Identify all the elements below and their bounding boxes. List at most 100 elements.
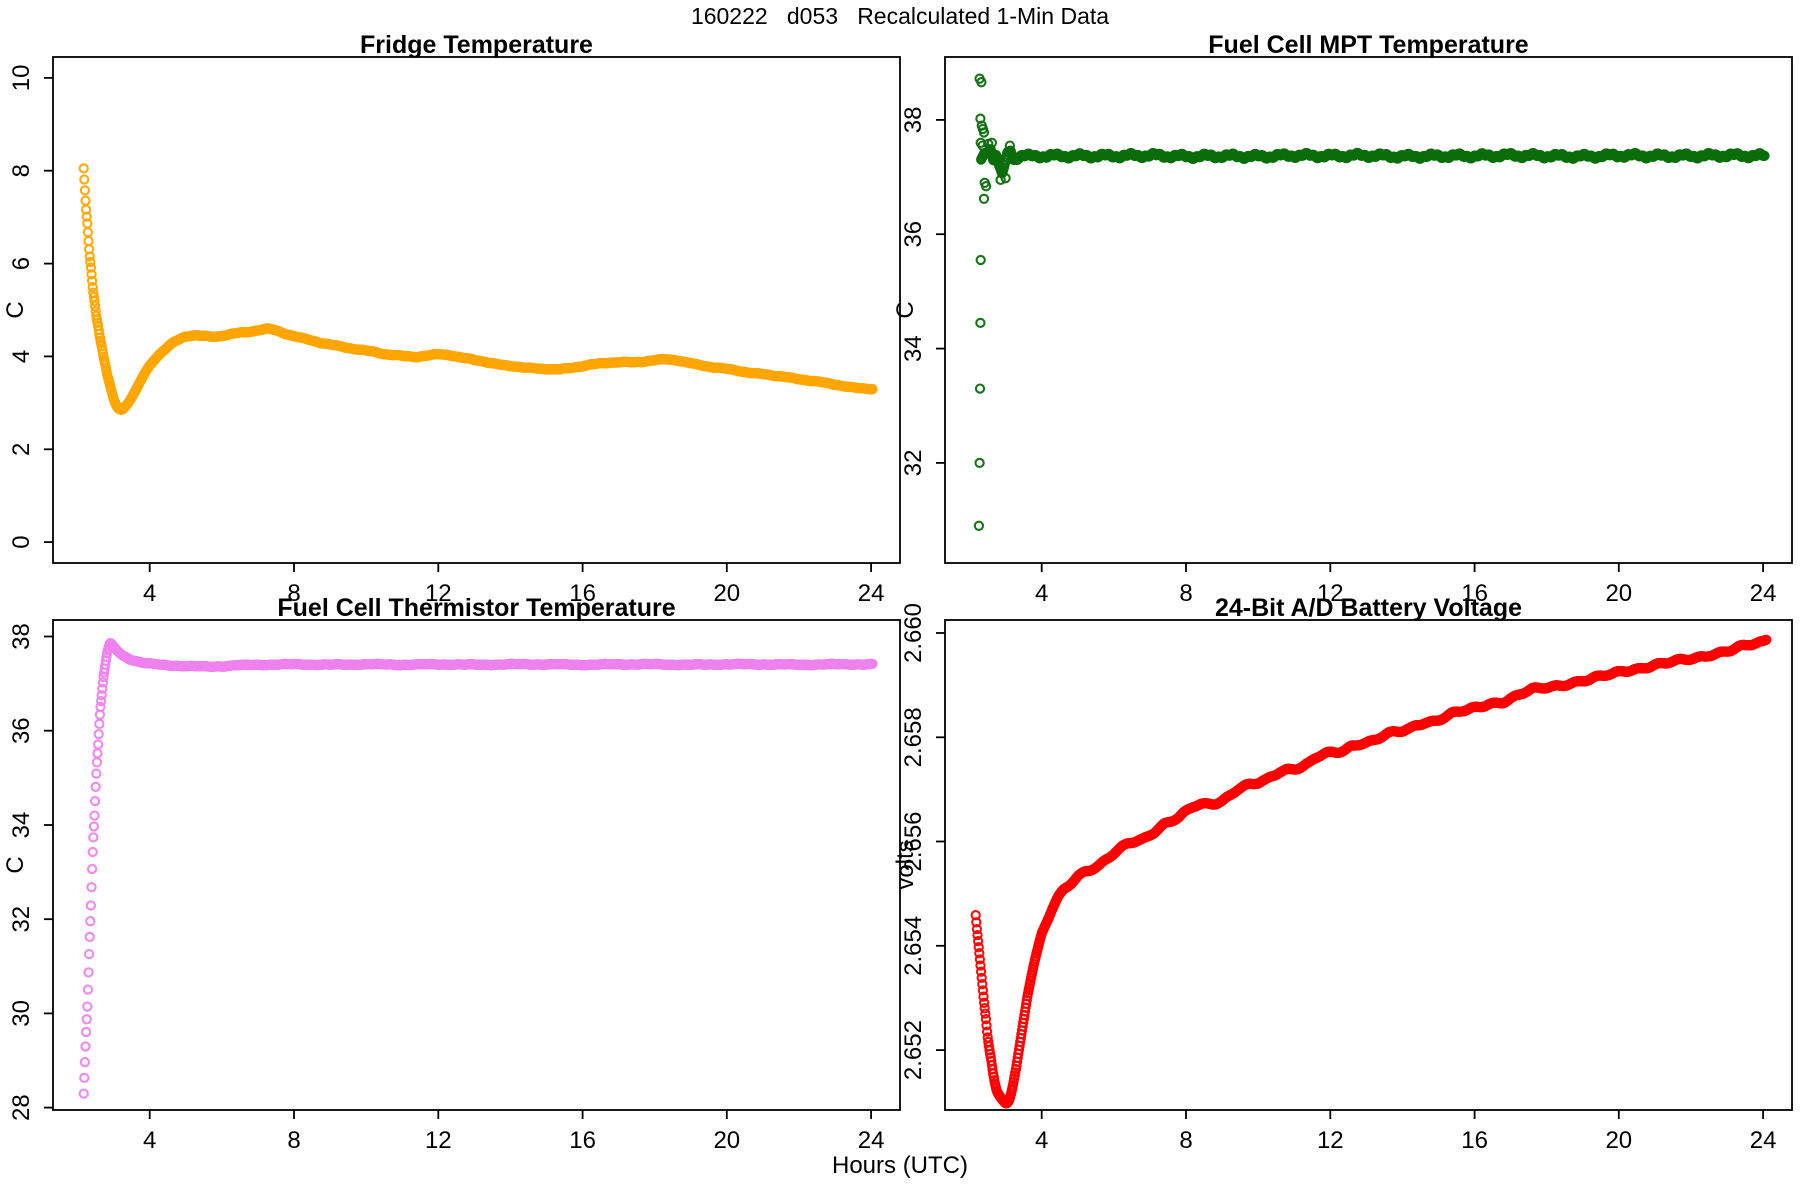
data-point [86,863,98,875]
data-point [80,1041,91,1052]
data-point [79,185,91,196]
data-point [86,881,97,893]
x-tick-label: 16 [1461,580,1488,607]
outlier-point [975,317,986,329]
data-point [85,900,97,911]
data-point [91,768,102,779]
x-tick-label: 4 [143,1127,156,1154]
data-point [971,917,982,928]
y-tick-label: 32 [900,450,927,477]
x-axis-label: Hours (UTC) [832,1152,968,1179]
data-point [87,846,98,858]
outlier-point [973,520,985,531]
data-point [84,251,95,262]
plot-title-fuel-cell-thermistor-temperature: Fuel Cell Thermistor Temperature [277,594,676,622]
data-point [94,718,105,730]
x-tick-label: 12 [1317,1127,1344,1154]
y-tick-label: 2.656 [900,811,927,871]
data-point [85,256,96,268]
data-point [978,997,990,1008]
y-tick-label: 0 [8,535,35,548]
data-point [91,310,102,322]
outlier-point [977,140,988,151]
series-battery-voltage [970,634,1772,1109]
y-tick-label: 34 [8,812,35,839]
data-point [90,781,101,793]
data-point [93,728,104,740]
plot-title-fuel-cell-mpt-temperature: Fuel Cell MPT Temperature [1208,31,1529,59]
y-tick-label: 2.652 [900,1020,927,1080]
outlier-point [975,254,986,266]
series-fuel-cell-mpt-temperature [973,73,1770,531]
data-point [974,954,986,965]
y-tick-label: 2.660 [900,603,927,663]
data-point [82,227,94,238]
data-point [80,204,92,215]
data-point [976,972,987,984]
outlier-point [975,113,986,124]
data-point [88,821,100,832]
x-tick-label: 20 [713,1127,740,1154]
data-point [979,1003,990,1014]
x-tick-label: 24 [1750,1127,1777,1154]
data-point [97,683,108,694]
data-point [79,1057,91,1068]
data-point [972,929,983,941]
outlier-point [986,137,998,148]
data-point [975,966,987,977]
data-point [84,931,95,943]
y-tick-label: 6 [8,257,35,270]
plot-title-battery-voltage: 24-Bit A/D Battery Voltage [1214,594,1522,622]
outlier-point [978,127,990,138]
x-axis: 4 8 12 16 20 24 [143,1110,884,1154]
data-point [981,1026,993,1037]
data-point [980,1014,992,1025]
data-point [88,291,100,303]
data-point [85,262,97,273]
data-point [97,677,109,688]
plot-frame [52,619,901,1111]
outlier-point [976,77,987,88]
data-point [82,984,94,995]
plot-frame [944,619,1793,1111]
data-point [83,235,94,247]
y-tick-label: 2.658 [900,707,927,767]
data-point [78,163,89,174]
y-tick-label: 34 [900,335,927,362]
data-point [867,384,878,395]
x-tick-label: 4 [143,580,156,607]
y-tick-label: 36 [8,717,35,744]
outlier-point [974,457,985,469]
data-point [83,948,95,960]
x-tick-label: 16 [569,580,596,607]
y-tick-label: 10 [8,65,35,92]
x-tick-label: 8 [287,1127,300,1154]
plot-title-fridge-temperature: Fridge Temperature [360,31,593,59]
x-axis: 4 8 12 16 20 24 [1035,563,1776,607]
data-point [81,1014,92,1025]
x-axis: 4 8 12 16 20 24 [143,563,884,607]
series-fuel-cell-thermistor-temperature [78,637,878,1099]
x-tick-label: 8 [1179,1127,1192,1154]
data-point [96,690,107,701]
y-tick-label: 28 [8,1094,35,1121]
x-tick-label: 20 [1605,1127,1632,1154]
data-point [975,960,986,971]
y-tick-label: 36 [900,221,927,248]
x-tick-label: 8 [287,580,300,607]
data-point [80,195,91,206]
series-fridge-temperature [78,163,878,416]
data-point [80,1026,92,1038]
data-point [91,757,103,768]
x-tick-label: 24 [1750,580,1777,607]
data-point [79,1072,90,1084]
data-point [87,282,98,293]
outlier-point [980,181,992,192]
